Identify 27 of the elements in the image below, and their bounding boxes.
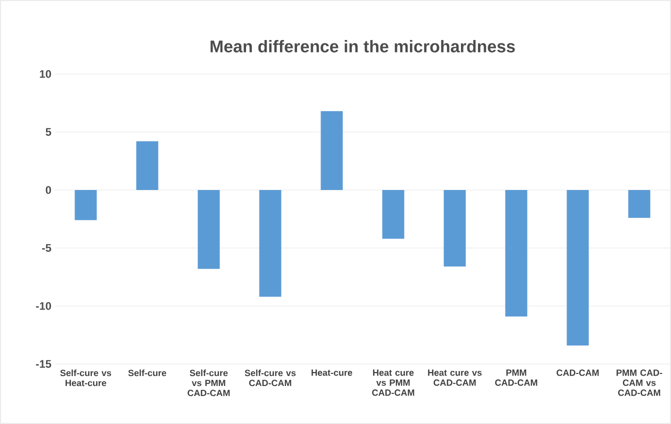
x-tick-label: Heat-cure bbox=[312, 370, 352, 376]
bar bbox=[505, 190, 528, 316]
bar bbox=[444, 190, 466, 267]
y-tick-label: -15 bbox=[36, 360, 52, 368]
chart-title: Mean difference in the microhardness bbox=[210, 40, 515, 52]
x-tick-label: Self-cure vs CAD-CAM bbox=[244, 370, 296, 386]
x-tick-label: Self-cure vs Heat-cure bbox=[60, 370, 112, 386]
x-tick-label: Heat cure vs CAD-CAM bbox=[428, 370, 482, 386]
bar bbox=[628, 190, 650, 218]
bar bbox=[74, 190, 97, 220]
bar bbox=[259, 190, 282, 297]
y-tick-label: -10 bbox=[36, 302, 52, 310]
x-tick-label: Heat cure vs PMM CAD-CAM bbox=[372, 370, 414, 396]
x-tick-label: CAD-CAM bbox=[556, 370, 599, 376]
y-tick-label: -5 bbox=[42, 244, 52, 252]
bar bbox=[382, 190, 404, 239]
bar bbox=[320, 111, 343, 190]
x-tick-label: Self-cure bbox=[128, 370, 166, 376]
bar bbox=[198, 190, 220, 269]
bar bbox=[566, 190, 589, 346]
y-tick-label: 5 bbox=[46, 128, 52, 136]
x-tick-label: PMM CAD-CAM vs CAD-CAM bbox=[616, 370, 662, 396]
x-tick-label: PMM CAD-CAM bbox=[495, 370, 538, 386]
y-tick-label: 0 bbox=[46, 186, 52, 194]
y-tick-label: 10 bbox=[40, 70, 52, 78]
bar bbox=[136, 141, 158, 190]
x-tick-label: Self-cure vs PMM CAD-CAM bbox=[188, 370, 230, 396]
